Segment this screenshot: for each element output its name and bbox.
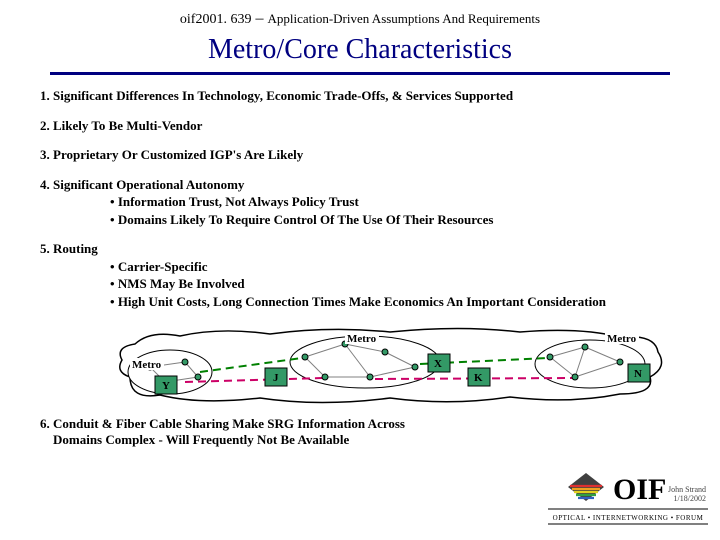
item6-line1: 6. Conduit & Fiber Cable Sharing Make SR… [40, 416, 680, 432]
sub-item: Domains Likely To Require Control Of The… [110, 211, 680, 229]
sub-item: Information Trust, Not Always Policy Tru… [110, 193, 680, 211]
oif-logo: OIF OPTICAL • INTERNETWORKING • FORUM [548, 467, 708, 532]
list-item: 6. Conduit & Fiber Cable Sharing Make SR… [0, 416, 720, 448]
node-label-j: J [273, 372, 279, 384]
list-item-text: 5. Routing [40, 241, 98, 256]
list-item: 5. Routing Carrier-Specific NMS May Be I… [40, 240, 680, 310]
content-body: 1. Significant Differences In Technology… [0, 75, 720, 412]
node-label-y: Y [162, 380, 170, 392]
doc-separator: – [251, 10, 267, 27]
sub-item: Carrier-Specific [110, 258, 680, 276]
node-label-k: K [474, 372, 483, 384]
page-title: Metro/Core Characteristics [0, 34, 720, 72]
doc-subtitle: Application-Driven Assumptions And Requi… [267, 11, 540, 26]
sub-list: Carrier-Specific NMS May Be Involved Hig… [40, 258, 680, 311]
network-diagram: Metro Metro Metro Y J X K N [110, 322, 670, 412]
metro-label: Metro [607, 333, 637, 345]
list-item-text: 4. Significant Operational Autonomy [40, 177, 244, 192]
diagram-svg: Metro Metro Metro Y J X K N [110, 322, 670, 412]
logo-subtext: OPTICAL • INTERNETWORKING • FORUM [553, 514, 704, 522]
metro-label: Metro [347, 333, 377, 345]
doc-id: oif2001. 639 [180, 12, 252, 27]
metro-label: Metro [132, 359, 162, 371]
slide-header: oif2001. 639 – Application-Driven Assump… [0, 0, 720, 28]
sub-list: Information Trust, Not Always Policy Tru… [40, 193, 680, 228]
item6-line2: Domains Complex - Will Frequently Not Be… [40, 432, 680, 448]
logo-text: OIF [613, 473, 666, 506]
list-item: 1. Significant Differences In Technology… [40, 87, 680, 105]
sub-item: High Unit Costs, Long Connection Times M… [110, 293, 680, 311]
node-label-n: N [634, 368, 642, 380]
list-item: 2. Likely To Be Multi-Vendor [40, 117, 680, 135]
list-item: 3. Proprietary Or Customized IGP's Are L… [40, 146, 680, 164]
node-label-x: X [434, 358, 442, 370]
sub-item: NMS May Be Involved [110, 275, 680, 293]
logo-svg: OIF OPTICAL • INTERNETWORKING • FORUM [548, 467, 708, 527]
list-item: 4. Significant Operational Autonomy Info… [40, 176, 680, 229]
